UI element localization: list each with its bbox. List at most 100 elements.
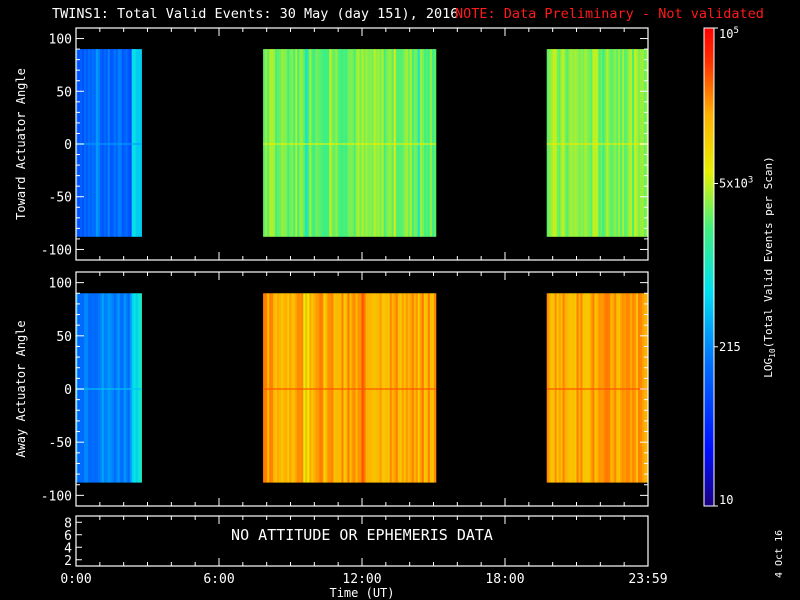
heatmap-column — [560, 49, 563, 237]
heatmap-center-band — [546, 388, 648, 390]
heatmap-column — [299, 293, 302, 483]
heatmap-column — [546, 49, 550, 237]
heatmap-column — [604, 293, 607, 483]
heatmap-column — [415, 49, 419, 237]
heatmap-column — [397, 49, 401, 237]
heatmap-column — [361, 293, 364, 483]
heatmap-column — [339, 49, 342, 237]
heatmap-segment — [546, 49, 649, 237]
heatmap-column — [79, 49, 83, 237]
heatmap-column — [421, 49, 425, 237]
heatmap-column — [419, 49, 423, 237]
heatmap-column — [309, 49, 312, 237]
heatmap-column — [285, 49, 288, 237]
heatmap-column — [403, 49, 407, 237]
heatmap-column — [548, 293, 552, 483]
heatmap-column — [588, 49, 591, 237]
time-x-axis: 0:00 6:00 12:00 18:00 23:59 — [60, 516, 668, 587]
heatmap-column — [608, 293, 611, 483]
heatmap-column — [319, 293, 322, 483]
heatmap-column — [81, 49, 85, 237]
heatmap-column — [594, 293, 597, 483]
heatmap-column — [351, 293, 354, 483]
heatmap-column — [289, 293, 292, 483]
colorbar-frame — [703, 27, 715, 507]
heatmap-column — [281, 293, 284, 483]
heatmap-column — [395, 49, 399, 237]
heatmap-column — [135, 49, 138, 237]
heatmap-column — [602, 49, 605, 237]
heatmap-column — [377, 49, 381, 237]
heatmap-column — [584, 293, 587, 483]
heatmap-column — [636, 293, 639, 483]
heatmap-column — [638, 293, 641, 483]
heatmap-column — [369, 49, 372, 237]
heatmap-column — [137, 293, 140, 483]
heatmap-column — [357, 293, 360, 483]
heatmap-column — [419, 293, 423, 483]
heatmap-center-band — [76, 143, 142, 145]
heatmap-column — [622, 293, 625, 483]
heatmap-column — [309, 293, 312, 483]
heatmap-column — [580, 49, 583, 237]
heatmap-column — [323, 293, 326, 483]
heatmap-column — [305, 293, 308, 483]
heatmap-column — [391, 293, 395, 483]
heatmap-column — [596, 49, 599, 237]
y-tick-label: 0 — [64, 138, 72, 153]
heatmap-column — [333, 49, 336, 237]
heatmap-column — [602, 293, 605, 483]
toward-panel: -100 -50 0 50 100 Toward Actuator Angle — [14, 27, 649, 261]
heatmap-column — [590, 293, 593, 483]
heatmap-column — [105, 49, 109, 237]
heatmap-segment — [76, 49, 142, 237]
heatmap-column — [359, 49, 362, 237]
heatmap-column — [554, 49, 558, 237]
heatmap-column — [548, 49, 552, 237]
heatmap-column — [550, 49, 554, 237]
x-tick-label: 23:59 — [628, 572, 667, 587]
heatmap-column — [644, 293, 647, 483]
heatmap-column — [111, 293, 115, 483]
heatmap-column — [646, 49, 649, 237]
y-tick-label: 50 — [56, 330, 72, 345]
heatmap-column — [99, 293, 103, 483]
heatmap-center-band — [546, 143, 648, 145]
heatmap-column — [614, 49, 617, 237]
heatmap-column — [596, 293, 599, 483]
heatmap-column — [588, 293, 591, 483]
heatmap-column — [397, 293, 401, 483]
heatmap-column — [347, 49, 350, 237]
heatmap-column — [343, 293, 346, 483]
heatmap-column — [295, 49, 298, 237]
heatmap-column — [329, 49, 332, 237]
heatmap-column — [576, 293, 579, 483]
y-tick-label: 8 — [64, 516, 72, 531]
heatmap-column — [113, 293, 117, 483]
heatmap-column — [367, 293, 370, 483]
heatmap-column — [303, 293, 306, 483]
heatmap-column — [321, 293, 324, 483]
heatmap-column — [337, 293, 340, 483]
toward-y-label: Toward Actuator Angle — [14, 68, 28, 220]
heatmap-column — [107, 293, 111, 483]
heatmap-column — [425, 293, 429, 483]
heatmap-column — [79, 293, 83, 483]
heatmap-column — [129, 293, 133, 483]
heatmap-column — [357, 49, 360, 237]
heatmap-column — [429, 49, 433, 237]
heatmap-column — [275, 293, 278, 483]
heatmap-column — [403, 293, 407, 483]
heatmap-column — [387, 293, 391, 483]
heatmap-column — [91, 49, 95, 237]
heatmap-column — [558, 293, 562, 483]
heatmap-column — [355, 49, 358, 237]
heatmap-column — [644, 49, 647, 237]
heatmap-column — [297, 293, 300, 483]
heatmap-column — [97, 49, 101, 237]
heatmap-column — [389, 293, 393, 483]
heatmap-column — [76, 293, 79, 483]
toward-y-axis: -100 -50 0 50 100 — [41, 33, 648, 258]
heatmap-column — [634, 293, 637, 483]
heatmap-column — [616, 49, 619, 237]
